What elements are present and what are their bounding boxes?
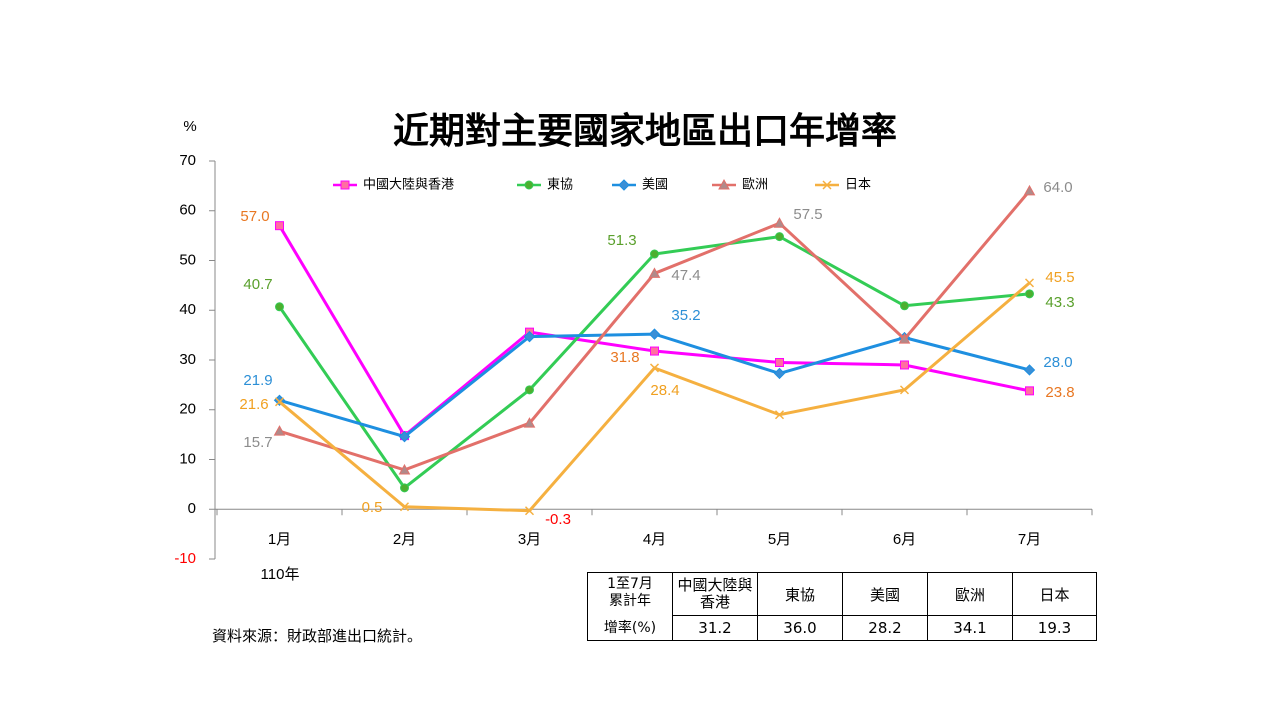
column-header: 中國大陸與香港 bbox=[672, 572, 758, 616]
summary-table: 1至7月 累計年 增率(%) 中國大陸與香港 東協 美國 歐洲 日本 31.2 … bbox=[587, 572, 1097, 641]
point bbox=[775, 232, 784, 242]
column-header: 美國 bbox=[842, 572, 928, 616]
point bbox=[273, 425, 286, 436]
point bbox=[899, 385, 910, 395]
legend-marker bbox=[524, 180, 534, 190]
data-label: 45.5 bbox=[1045, 269, 1074, 286]
data-label: 28.0 bbox=[1043, 354, 1072, 371]
point bbox=[648, 328, 661, 340]
legend-label: 歐洲 bbox=[742, 178, 768, 193]
y-tick-label: 30 bbox=[179, 351, 196, 368]
y-tick-label: 0 bbox=[188, 500, 196, 517]
x-tick-label: 3月 bbox=[518, 531, 541, 548]
data-label: 47.4 bbox=[671, 267, 700, 284]
data-label: 31.8 bbox=[610, 349, 639, 366]
data-label: 35.2 bbox=[671, 307, 700, 324]
data-label: -0.3 bbox=[545, 511, 571, 528]
point bbox=[1024, 278, 1035, 288]
point bbox=[650, 249, 659, 259]
table-value: 28.2 bbox=[842, 615, 928, 641]
y-tick-label: 60 bbox=[179, 202, 196, 219]
data-label: 28.4 bbox=[650, 382, 679, 399]
point bbox=[650, 346, 659, 356]
point bbox=[399, 502, 410, 512]
point bbox=[398, 463, 411, 475]
point bbox=[1025, 386, 1034, 396]
legend-marker bbox=[618, 179, 630, 191]
x-tick-label: 4月 bbox=[643, 531, 666, 548]
point bbox=[398, 430, 411, 443]
data-label: 21.9 bbox=[243, 372, 272, 389]
data-label: 15.7 bbox=[243, 434, 272, 451]
y-tick-label: -10 bbox=[174, 550, 196, 567]
data-label: 21.6 bbox=[239, 396, 268, 413]
data-label: 23.8 bbox=[1045, 384, 1074, 401]
data-label: 40.7 bbox=[243, 276, 272, 293]
table-value: 34.1 bbox=[927, 615, 1013, 641]
chart-title: 近期對主要國家地區出口年增率 bbox=[393, 111, 897, 152]
data-label: 51.3 bbox=[607, 232, 636, 249]
point bbox=[400, 483, 409, 493]
point bbox=[648, 267, 661, 278]
point bbox=[1025, 289, 1034, 299]
point bbox=[1023, 364, 1036, 376]
point bbox=[649, 363, 660, 373]
x-tick-label: 6月 bbox=[893, 531, 916, 548]
point bbox=[275, 302, 284, 312]
row-header-line: 1至7月 bbox=[607, 576, 653, 592]
y-axis-label: % bbox=[183, 118, 196, 135]
data-label: 43.3 bbox=[1045, 294, 1074, 311]
legend-marker bbox=[718, 178, 730, 190]
data-label: 57.5 bbox=[793, 206, 822, 223]
legend-marker bbox=[822, 180, 832, 190]
legend-label: 美國 bbox=[642, 178, 668, 193]
point bbox=[1023, 184, 1036, 196]
legend-label: 日本 bbox=[845, 178, 871, 193]
point bbox=[524, 506, 535, 516]
point bbox=[523, 330, 536, 343]
table-value: 19.3 bbox=[1012, 615, 1097, 641]
data-label: 64.0 bbox=[1043, 179, 1072, 196]
data-label: 57.0 bbox=[240, 208, 269, 225]
table-value: 36.0 bbox=[757, 615, 843, 641]
row-header: 1至7月 累計年 增率(%) bbox=[587, 572, 673, 641]
point bbox=[275, 221, 284, 231]
legend-label: 中國大陸與香港 bbox=[363, 177, 454, 193]
legend-label: 東協 bbox=[547, 177, 573, 193]
y-tick-label: 20 bbox=[179, 401, 196, 418]
point bbox=[898, 333, 911, 344]
x-tick-label: 7月 bbox=[1018, 531, 1041, 548]
column-header: 歐洲 bbox=[927, 572, 1013, 616]
y-tick-label: 70 bbox=[179, 152, 196, 169]
y-tick-label: 10 bbox=[179, 450, 196, 467]
source-note: 資料來源：財政部進出口統計。 bbox=[212, 627, 423, 645]
table-value: 31.2 bbox=[672, 615, 758, 641]
row-header-line: 增率(%) bbox=[603, 620, 657, 636]
x-tick-label: 1月 bbox=[268, 531, 291, 548]
point bbox=[773, 367, 786, 380]
point bbox=[900, 360, 909, 370]
point bbox=[274, 397, 285, 407]
row-header-line: 累計年 bbox=[609, 593, 651, 609]
y-tick-label: 40 bbox=[179, 301, 196, 318]
point bbox=[774, 410, 785, 420]
point bbox=[523, 417, 536, 428]
x-tick-label: 5月 bbox=[768, 531, 791, 548]
point bbox=[775, 357, 784, 367]
data-label: 0.5 bbox=[362, 499, 383, 516]
point bbox=[525, 385, 534, 395]
point bbox=[900, 301, 909, 311]
x-tick-label: 2月 bbox=[393, 531, 416, 548]
point bbox=[773, 217, 786, 228]
x-note: 110年 bbox=[261, 566, 300, 583]
y-tick-label: 50 bbox=[179, 251, 196, 268]
legend-marker bbox=[340, 180, 350, 190]
column-header: 日本 bbox=[1012, 572, 1097, 616]
column-header: 東協 bbox=[757, 572, 843, 616]
